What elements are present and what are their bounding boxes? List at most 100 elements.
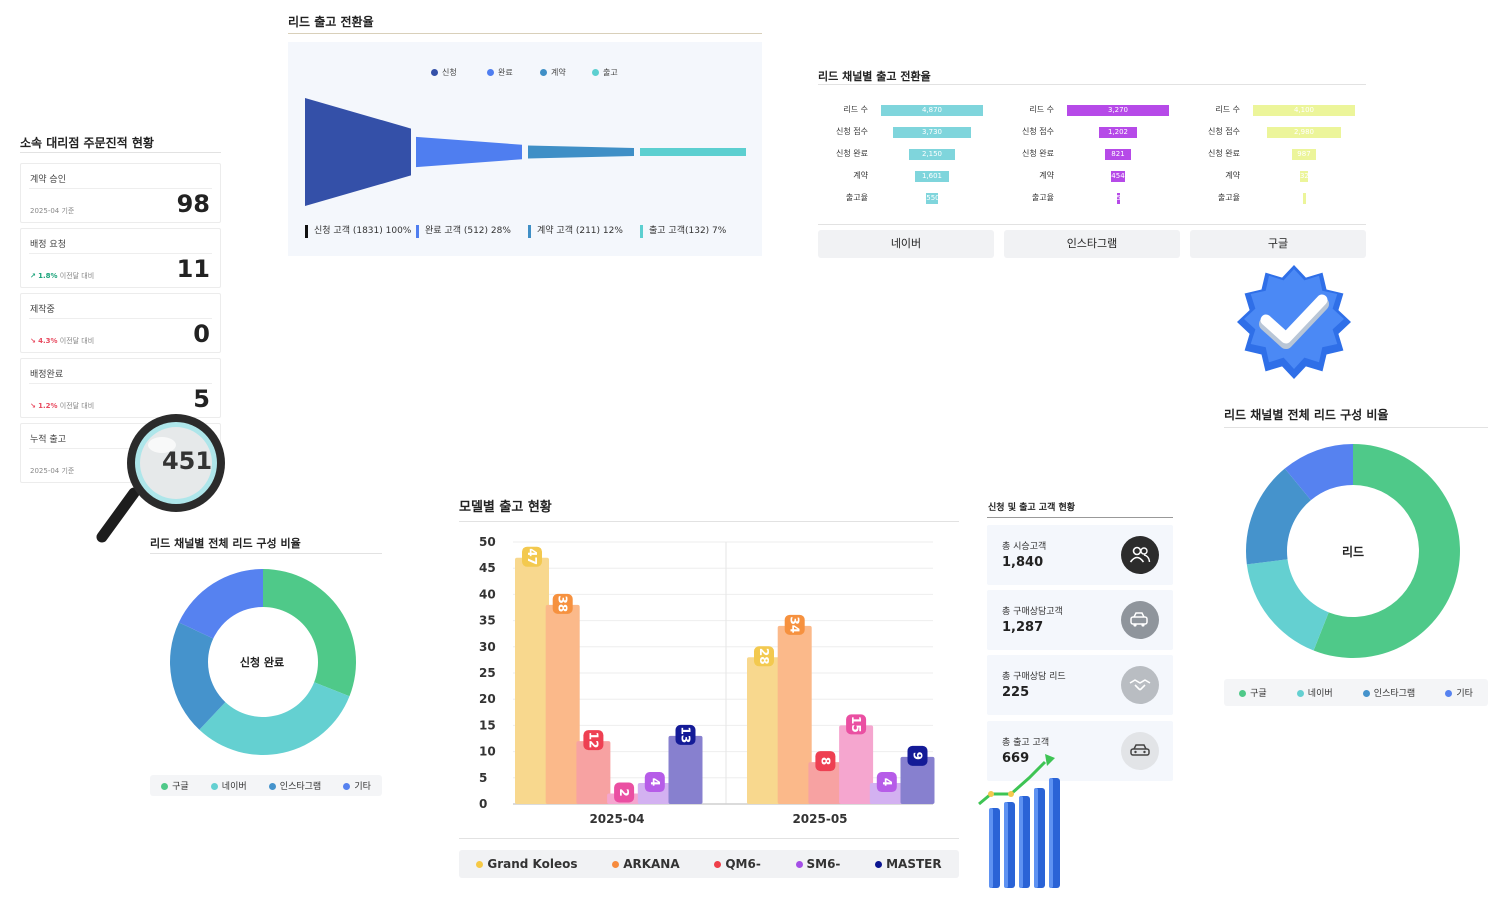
channel-bar[interactable]: 2,150	[909, 149, 955, 160]
legend-item[interactable]: MASTER	[875, 857, 942, 871]
users-icon	[1121, 536, 1159, 574]
channel-bar[interactable]: 4,100	[1253, 105, 1355, 116]
legend-item[interactable]: 구글	[1239, 686, 1267, 699]
funnel-stage[interactable]	[305, 98, 411, 206]
legend-item[interactable]: 구글	[161, 779, 189, 792]
kpi-sub: 2025-04 기준	[30, 207, 75, 215]
stat-card-delivered[interactable]: 총 출고 고객 669	[987, 721, 1173, 781]
funnel-stage[interactable]	[640, 148, 746, 156]
channel-row-label: 출고율	[845, 193, 868, 202]
bar-value-label: 2	[617, 788, 631, 796]
kpi-card-in-production[interactable]: 제작중 ↘ 4.3% 이전달 대비 0	[20, 293, 221, 353]
title-divider	[1224, 427, 1488, 428]
legend-item[interactable]: 인스타그램	[1362, 686, 1416, 699]
donut-slice[interactable]	[170, 622, 226, 730]
cumulative-delivery-value: 451	[161, 447, 213, 475]
channel-bar[interactable]: 821	[1105, 149, 1131, 160]
channel-bar[interactable]: 1,601	[915, 171, 949, 182]
funnel-legend-item[interactable]: 신청	[431, 67, 457, 78]
channel-bar[interactable]: 2,980	[1266, 127, 1342, 138]
donut-small-legend: 구글 네이버 인스타그램 기타	[150, 775, 382, 796]
legend-label: 인스타그램	[1373, 689, 1416, 699]
funnel-legend-item[interactable]: 계약	[540, 67, 566, 78]
channel-row-label: 신청 접수	[1208, 127, 1240, 136]
bar[interactable]	[808, 762, 843, 804]
donut-large-chart	[1245, 444, 1460, 658]
legend-item[interactable]: 네이버	[210, 779, 247, 792]
divider	[29, 318, 212, 319]
tab-instagram[interactable]: 인스타그램	[1004, 230, 1180, 258]
donut-slice[interactable]	[263, 569, 357, 697]
legend-label: 신청	[442, 68, 457, 77]
funnel-stage[interactable]	[416, 136, 522, 168]
bar-value-label: 4	[648, 778, 662, 786]
bar-value-badge	[815, 751, 836, 772]
channel-bar[interactable]: 987	[1291, 149, 1317, 160]
kpi-card-contract-approved[interactable]: 계약 승인 2025-04 기준 98	[20, 163, 221, 223]
growth-bar-highlight	[989, 808, 993, 888]
trend-down-icon: ↘	[30, 337, 36, 345]
legend-item[interactable]: Grand Koleos	[476, 857, 578, 871]
bar-value-badge	[522, 546, 542, 567]
tab-google[interactable]: 구글	[1190, 230, 1366, 258]
stat-card-test-drive[interactable]: 총 시승고객 1,840	[987, 525, 1173, 585]
channel-row-label: 계약	[1225, 171, 1240, 180]
divider	[818, 224, 1366, 225]
legend-item[interactable]: QM6-	[714, 857, 761, 871]
kpi-sub: 2025-04 기준	[30, 467, 75, 475]
x-tick-label: 2025-04	[589, 812, 644, 826]
bar[interactable]	[668, 735, 703, 804]
donut-slice[interactable]	[1313, 444, 1460, 658]
bar[interactable]	[545, 604, 580, 804]
tab-naver[interactable]: 네이버	[818, 230, 994, 258]
legend-item[interactable]: 네이버	[1296, 686, 1333, 699]
channel-bar[interactable]: 51	[1116, 193, 1126, 204]
bar[interactable]	[747, 657, 781, 804]
funnel-legend-item[interactable]: 출고	[592, 67, 618, 78]
trend-value: 1.2%	[38, 402, 58, 410]
donut-small-chart	[170, 569, 357, 755]
donut-slice[interactable]	[1284, 444, 1353, 501]
stat-label: 총 출고 고객	[1002, 738, 1050, 748]
funnel-stage[interactable]	[528, 145, 634, 159]
legend-item[interactable]: ARKANA	[612, 857, 680, 871]
channel-bar[interactable]: 3,730	[892, 127, 972, 138]
kpi-card-assign-complete[interactable]: 배정완료 ↘ 1.2% 이전달 대비 5	[20, 358, 221, 418]
bar[interactable]	[900, 756, 935, 804]
magnifier-icon	[96, 414, 225, 543]
channel-bar[interactable]: 454	[1110, 171, 1126, 182]
title-divider	[459, 521, 959, 522]
stat-card-consult-lead[interactable]: 총 구매상담 리드 225	[987, 655, 1173, 715]
legend-item[interactable]: 인스타그램	[268, 779, 321, 792]
donut-slice[interactable]	[199, 682, 350, 755]
channel-bar[interactable]	[1302, 193, 1306, 204]
funnel-legend-item[interactable]: 완료	[487, 67, 513, 78]
legend-item[interactable]: SM6-	[795, 857, 840, 871]
bar-value-label: 38	[556, 596, 570, 613]
channel-bar[interactable]: 550	[926, 193, 940, 204]
legend-dot	[487, 69, 494, 76]
donut-slice[interactable]	[1245, 468, 1311, 565]
channel-row-label: 신청 접수	[836, 127, 868, 136]
kpi-card-assign-request[interactable]: 배정 요청 ↗ 1.8% 이전달 대비 11	[20, 228, 221, 288]
legend-item[interactable]: 기타	[1445, 686, 1473, 699]
bar[interactable]	[515, 557, 549, 804]
trend-label: 이전달 대비	[59, 402, 95, 410]
channel-bar[interactable]: 3,270	[1067, 105, 1169, 116]
stat-card-consult-customer[interactable]: 총 구매상담고객 1,287	[987, 590, 1173, 650]
legend-dot	[540, 69, 547, 76]
donut-slice[interactable]	[1246, 559, 1329, 651]
channel-bar[interactable]: 1,202	[1099, 127, 1137, 138]
legend-item[interactable]: 기타	[343, 779, 371, 792]
channel-row-label: 리드 수	[843, 105, 868, 114]
bar[interactable]	[576, 741, 611, 804]
donut-slice[interactable]	[178, 569, 263, 639]
bar-value-label: 47	[525, 548, 539, 565]
channel-row-label: 신청 접수	[1022, 127, 1054, 136]
stat-label: 총 구매상담고객	[1002, 607, 1063, 617]
bar[interactable]	[777, 625, 812, 804]
bar[interactable]	[839, 725, 874, 804]
channel-bar[interactable]: 324	[1299, 171, 1314, 182]
growth-bar-highlight	[1034, 788, 1038, 888]
channel-bar[interactable]: 4,870	[881, 105, 983, 116]
